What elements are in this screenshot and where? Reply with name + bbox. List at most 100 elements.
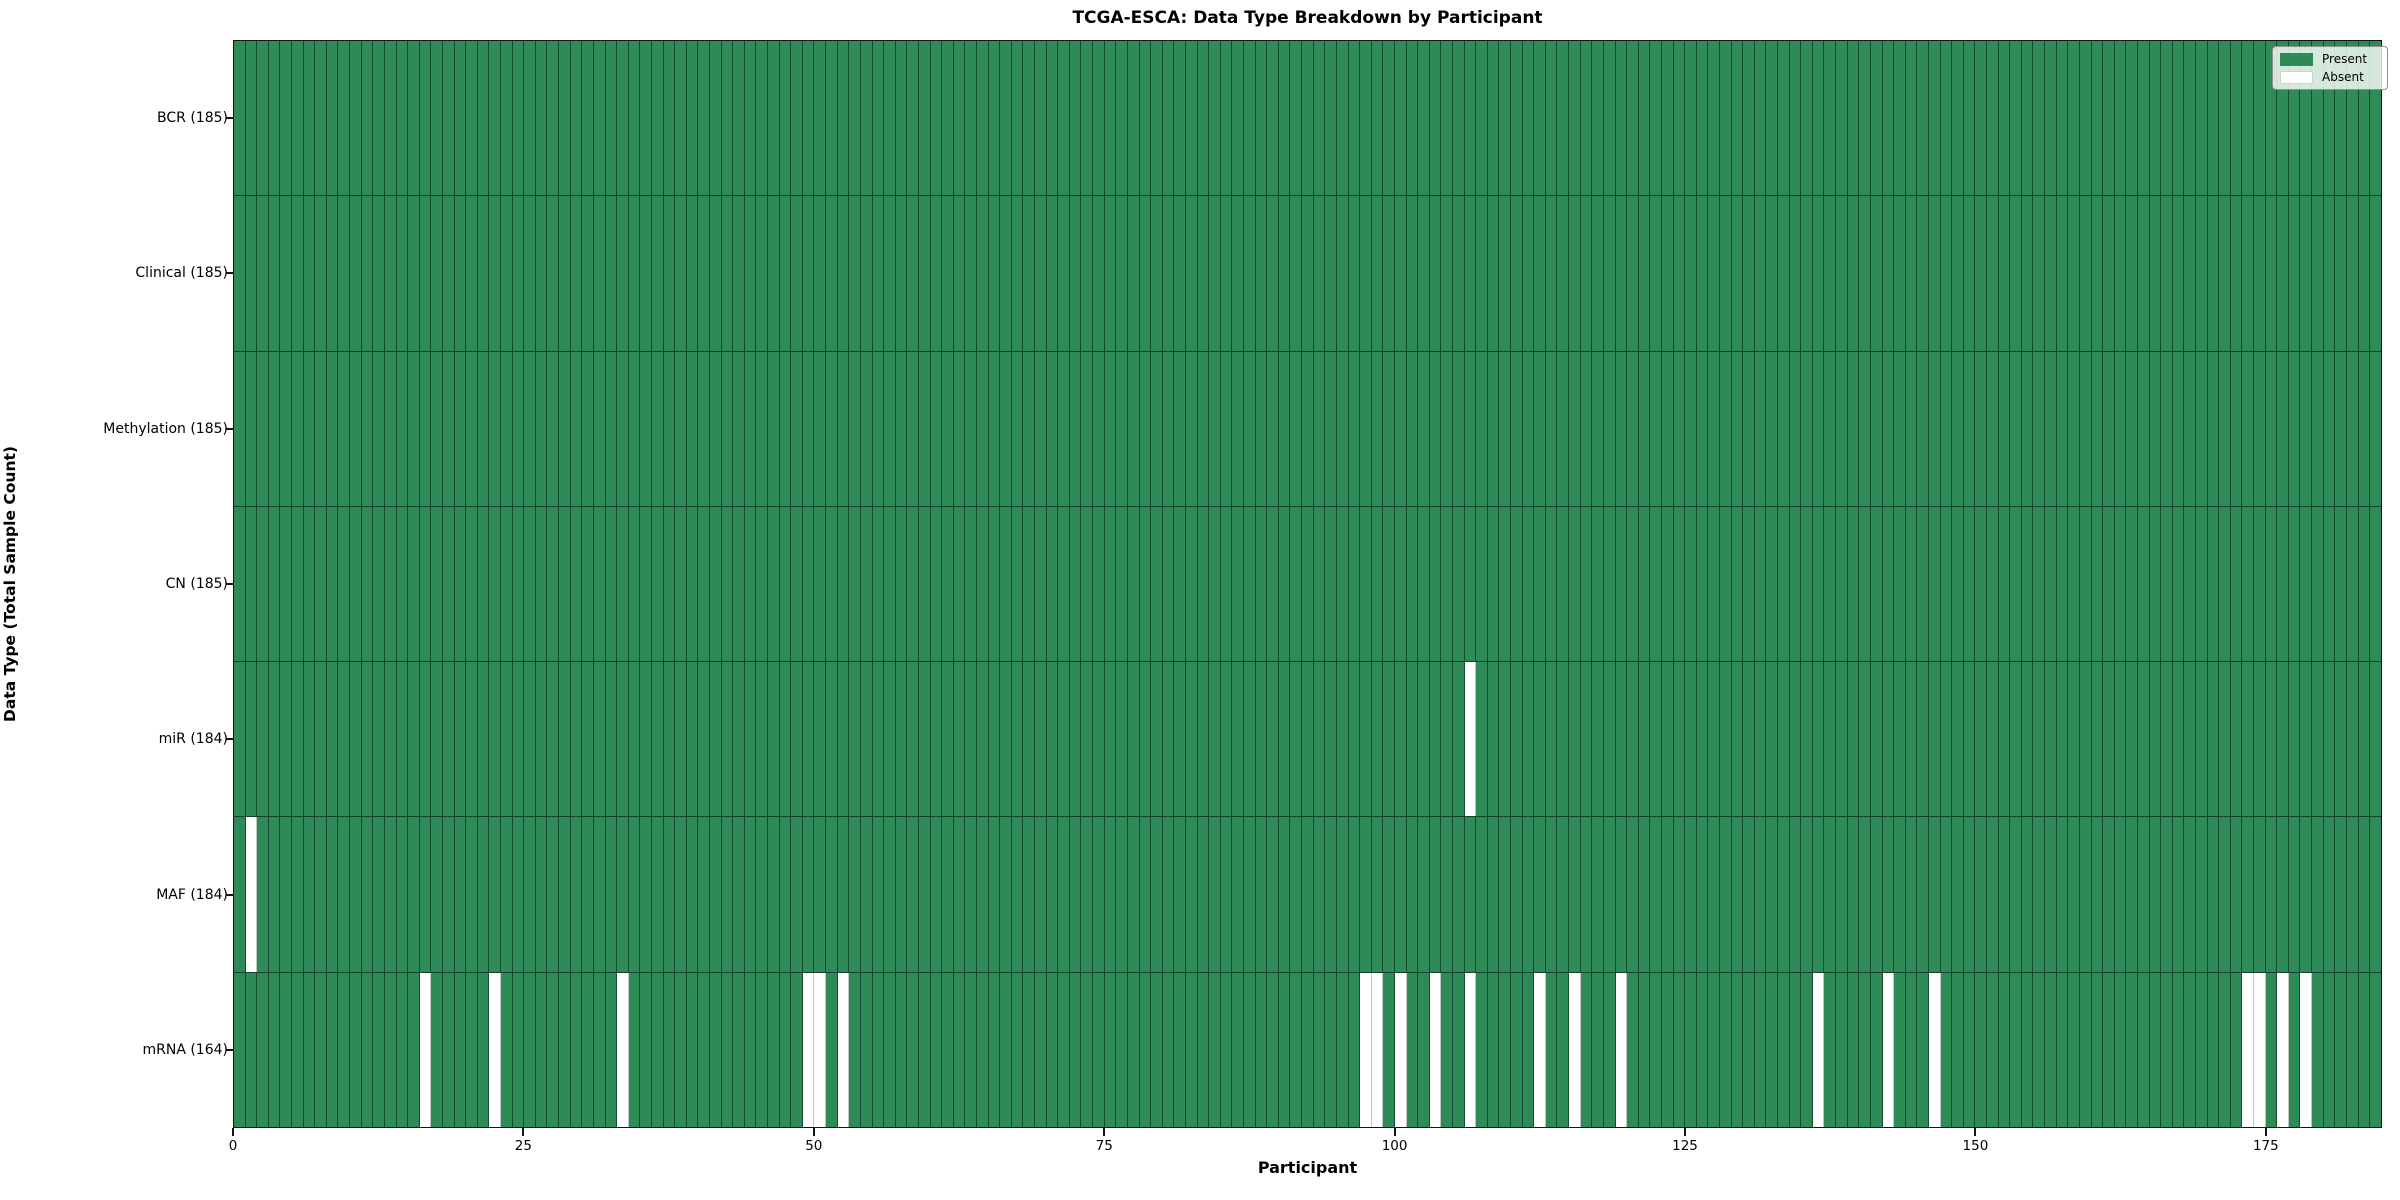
cell-present xyxy=(1116,41,1128,196)
cell-present xyxy=(1940,972,1953,1127)
cell-present xyxy=(1278,662,1291,817)
cell-present xyxy=(1209,817,1221,972)
cell-present xyxy=(1545,41,1558,196)
cell-present xyxy=(315,817,327,972)
cell-present xyxy=(768,351,780,506)
cell-present xyxy=(849,41,861,196)
cell-present xyxy=(1255,351,1268,506)
cell-present xyxy=(1545,506,1558,662)
x-tick-mark xyxy=(812,1128,815,1136)
cell-present xyxy=(1963,972,1976,1127)
cell-present xyxy=(1220,506,1233,662)
cell-present xyxy=(2114,351,2127,506)
cell-present xyxy=(1336,506,1349,662)
cell-present xyxy=(2335,196,2347,351)
cell-present xyxy=(1928,41,1941,196)
cell-present xyxy=(1511,817,1523,972)
cell-present xyxy=(1511,506,1523,662)
cell-present xyxy=(1522,662,1535,817)
cell-present xyxy=(245,972,258,1127)
cell-present xyxy=(2079,41,2092,196)
cell-present xyxy=(2207,972,2220,1127)
cell-present xyxy=(524,662,536,817)
cell-present xyxy=(1406,196,1419,351)
cell-present xyxy=(744,972,757,1127)
cell-present xyxy=(837,41,850,196)
cell-present xyxy=(2358,972,2371,1127)
cell-present xyxy=(1603,41,1616,196)
cell-present xyxy=(303,41,316,196)
cell-present xyxy=(268,662,281,817)
cell-present xyxy=(2370,817,2381,972)
cell-present xyxy=(1325,972,1337,1127)
cell-present xyxy=(837,662,850,817)
cell-present xyxy=(268,817,281,972)
cell-present xyxy=(1766,662,1779,817)
cell-present xyxy=(1801,196,1813,351)
cell-present xyxy=(2300,662,2313,817)
cell-present xyxy=(1870,351,1883,506)
cell-present xyxy=(1336,662,1349,817)
cell-present xyxy=(547,972,560,1127)
cell-present xyxy=(408,41,420,196)
cell-present xyxy=(454,506,467,662)
cell-present xyxy=(442,506,455,662)
cell-present xyxy=(779,41,792,196)
cell-present xyxy=(1336,41,1349,196)
cell-present xyxy=(663,817,676,972)
cell-present xyxy=(2091,972,2104,1127)
cell-present xyxy=(2254,41,2266,196)
cell-present xyxy=(1499,196,1512,351)
cell-present xyxy=(1627,817,1639,972)
cell-present xyxy=(1302,662,1314,817)
cell-present xyxy=(1650,41,1662,196)
cell-present xyxy=(930,351,943,506)
cell-present xyxy=(1255,196,1268,351)
cell-present xyxy=(1464,41,1477,196)
cell-present xyxy=(1174,41,1186,196)
cell-present xyxy=(1267,41,1279,196)
cell-present xyxy=(826,41,838,196)
cell-present xyxy=(2045,817,2057,972)
cell-present xyxy=(628,662,641,817)
cell-present xyxy=(1801,506,1813,662)
cell-present xyxy=(2265,817,2278,972)
cell-present xyxy=(918,41,931,196)
cell-present xyxy=(350,196,362,351)
cell-present xyxy=(501,817,513,972)
cell-present xyxy=(977,662,989,817)
cell-present xyxy=(1603,506,1616,662)
cell-present xyxy=(1185,817,1198,972)
cell-present xyxy=(1627,662,1639,817)
cell-present xyxy=(918,662,931,817)
cell-present xyxy=(1394,41,1407,196)
cell-present xyxy=(1197,506,1210,662)
cell-present xyxy=(2184,506,2196,662)
cell-present xyxy=(1975,506,1988,662)
cell-present xyxy=(570,972,583,1127)
cell-present xyxy=(280,662,293,817)
cell-present xyxy=(686,351,699,506)
cell-present xyxy=(2265,972,2278,1127)
cell-present xyxy=(2161,662,2173,817)
cell-present xyxy=(1220,196,1233,351)
cell-present xyxy=(350,351,362,506)
cell-present xyxy=(1545,662,1558,817)
cell-present xyxy=(1116,972,1128,1127)
cell-present xyxy=(1963,506,1976,662)
cell-present xyxy=(1464,351,1477,506)
cell-present xyxy=(268,506,281,662)
y-tick-mark xyxy=(226,1049,233,1052)
cell-present xyxy=(1592,817,1604,972)
cell-present xyxy=(1987,662,1999,817)
cell-present xyxy=(2242,196,2255,351)
cell-present xyxy=(1302,817,1314,972)
cell-present xyxy=(2312,351,2324,506)
cell-present xyxy=(1905,351,1918,506)
cell-present xyxy=(640,972,652,1127)
cell-present xyxy=(1708,506,1720,662)
cell-present xyxy=(2254,196,2266,351)
cell-present xyxy=(1476,196,1488,351)
cell-present xyxy=(2033,196,2046,351)
cell-present xyxy=(268,351,281,506)
